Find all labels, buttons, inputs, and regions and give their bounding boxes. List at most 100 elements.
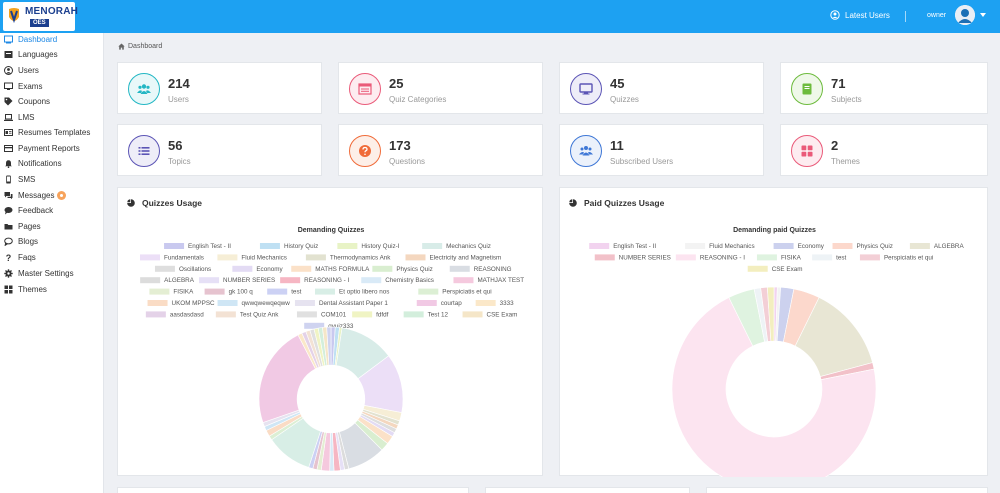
- legend-swatch-fluid-mechanics[interactable]: [217, 254, 238, 261]
- sidebar-item-dashboard[interactable]: Dashboard: [0, 32, 104, 47]
- legend-swatch-history-quiz-i[interactable]: [337, 243, 358, 249]
- legend-label-mathjax-test[interactable]: MATHJAX TEST: [477, 277, 524, 284]
- legend-label-reasoning-i[interactable]: REASONING - I: [700, 254, 745, 261]
- legend-label-ukom-mppsc[interactable]: UKOM MPPSC: [172, 300, 215, 307]
- legend-swatch-thermodynamics-ank[interactable]: [305, 254, 326, 261]
- paid-quizzes-usage-chart[interactable]: Demanding paid Quizzes English Test - II F…: [560, 188, 989, 477]
- legend-label-oscillations[interactable]: Oscillations: [179, 266, 211, 273]
- legend-swatch-number-series[interactable]: [594, 254, 615, 261]
- legend-label-history-quiz[interactable]: History Quiz: [284, 243, 318, 250]
- legend-swatch-dental-assistant-paper-1[interactable]: [294, 300, 315, 306]
- legend-swatch-english-test-ii[interactable]: [164, 243, 185, 249]
- username-label[interactable]: owner: [927, 12, 947, 19]
- legend-label-thermodynamics-ank[interactable]: Thermodynamics Ank: [330, 254, 391, 261]
- legend-label-test-quiz-ank[interactable]: Test Quiz Ank: [240, 311, 279, 318]
- legend-swatch-qyuiz333[interactable]: [304, 322, 325, 329]
- legend-swatch-perspiciatis-et-qui[interactable]: [418, 288, 439, 295]
- legend-swatch-test[interactable]: [812, 254, 833, 261]
- legend-label-history-quiz-i[interactable]: History Quiz-I: [361, 243, 399, 250]
- legend-swatch-perspiciatis-et-qui[interactable]: [859, 254, 880, 261]
- legend-label-english-test-ii[interactable]: English Test - II: [613, 243, 656, 250]
- sidebar-item-users[interactable]: Users: [0, 63, 104, 78]
- legend-swatch-chemistry-basics[interactable]: [361, 277, 382, 284]
- legend-label-economy[interactable]: Economy: [256, 266, 283, 273]
- sidebar-item-lms[interactable]: LMS: [0, 110, 104, 125]
- slice-cse-exam[interactable]: [767, 286, 775, 342]
- legend-swatch-history-quiz[interactable]: [259, 243, 280, 249]
- legend-swatch-courtap[interactable]: [416, 300, 437, 306]
- sidebar-item-master-settings[interactable]: Master Settings: [0, 266, 104, 281]
- legend-label-fdfdf[interactable]: fdfdf: [376, 311, 389, 318]
- legend-label-mechanics-quiz[interactable]: Mechanics Quiz: [446, 243, 491, 250]
- legend-swatch-et-optio-libero-nos[interactable]: [315, 288, 335, 295]
- legend-label-test[interactable]: test: [291, 289, 301, 296]
- legend-swatch-electricity-and-magnetism[interactable]: [405, 254, 426, 261]
- legend-swatch-fisika[interactable]: [149, 288, 170, 295]
- sidebar-item-sms[interactable]: SMS: [0, 172, 104, 187]
- legend-label-fisika[interactable]: FISIKA: [781, 254, 802, 261]
- legend-swatch-physics-quiz[interactable]: [372, 265, 393, 272]
- brand-logo[interactable]: MENORAH OES: [3, 2, 78, 31]
- legend-swatch-ukom-mppsc[interactable]: [147, 300, 168, 306]
- legend-label-reasoning-i[interactable]: REASONING - I: [304, 277, 349, 284]
- legend-swatch-economy[interactable]: [232, 265, 253, 272]
- chevron-down-icon[interactable]: [980, 13, 986, 17]
- legend-label-com101[interactable]: COM101: [321, 311, 347, 318]
- legend-label-perspiciatis-et-qui[interactable]: Perspiciatis et qui: [884, 254, 933, 261]
- stat-card-themes[interactable]: 2 Themes: [780, 124, 988, 176]
- legend-label-number-series[interactable]: NUMBER SERIES: [223, 277, 275, 284]
- legend-swatch-fisika[interactable]: [756, 254, 777, 261]
- legend-label-cse-exam[interactable]: CSE Exam: [487, 311, 518, 318]
- legend-label-number-series[interactable]: NUMBER SERIES: [619, 254, 671, 261]
- legend-swatch-algebra[interactable]: [140, 277, 161, 284]
- avatar[interactable]: [955, 5, 975, 25]
- quizzes-usage-chart[interactable]: Demanding Quizzes English Test - II Histor…: [118, 188, 544, 477]
- latest-users-button[interactable]: Latest Users: [830, 10, 890, 20]
- legend-label-et-optio-libero-nos[interactable]: Et optio libero nos: [339, 289, 389, 296]
- legend-label-chemistry-basics[interactable]: Chemistry Basics: [385, 277, 434, 284]
- sidebar-item-messages[interactable]: Messages: [0, 188, 104, 203]
- slice-courtap[interactable]: [258, 334, 316, 423]
- legend-swatch-mathjax-test[interactable]: [453, 277, 474, 284]
- legend-swatch-reasoning-i[interactable]: [675, 254, 696, 261]
- legend-swatch-test-12[interactable]: [403, 311, 424, 318]
- legend-label-english-test-ii[interactable]: English Test - II: [188, 243, 231, 250]
- sidebar-item-notifications[interactable]: Notifications: [0, 156, 104, 171]
- legend-label-test-12[interactable]: Test 12: [428, 311, 449, 318]
- sidebar-item-resumes-templates[interactable]: Resumes Templates: [0, 125, 104, 140]
- slice-reasoning-i[interactable]: [671, 297, 877, 477]
- legend-label-courtap[interactable]: courtap: [441, 300, 463, 307]
- sidebar-item-pages[interactable]: Pages: [0, 219, 104, 234]
- stat-card-quiz-categories[interactable]: 25 Quiz Categories: [338, 62, 543, 114]
- slice-qyuiz333[interactable]: [326, 326, 332, 366]
- legend-swatch-com101[interactable]: [296, 311, 317, 318]
- legend-swatch-cse-exam[interactable]: [462, 311, 483, 318]
- legend-swatch-maths-formula[interactable]: [291, 265, 312, 272]
- legend-label-fluid-mechanics[interactable]: Fluid Mechanics: [709, 243, 755, 250]
- legend-label-electricity-and-magnetism[interactable]: Electricity and Magnetism: [430, 254, 502, 261]
- legend-label-algebra[interactable]: ALGEBRA: [934, 243, 965, 250]
- sidebar-item-themes[interactable]: Themes: [0, 282, 104, 297]
- sidebar-item-blogs[interactable]: Blogs: [0, 234, 104, 249]
- legend-swatch-fundamentals[interactable]: [140, 254, 160, 261]
- legend-label-3333[interactable]: 3333: [500, 300, 515, 307]
- legend-swatch-reasoning-i[interactable]: [280, 277, 301, 284]
- legend-label-physics-quiz[interactable]: Physics Quiz: [857, 243, 893, 250]
- stat-card-subscribed-users[interactable]: 11 Subscribed Users: [559, 124, 764, 176]
- legend-swatch-gk-100-q[interactable]: [204, 288, 225, 295]
- legend-swatch-fluid-mechanics[interactable]: [685, 243, 706, 249]
- legend-label-fluid-mechanics[interactable]: Fluid Mechanics: [241, 254, 287, 261]
- legend-label-dental-assistant-paper-1[interactable]: Dental Assistant Paper 1: [319, 300, 388, 307]
- legend-swatch-physics-quiz[interactable]: [832, 243, 853, 249]
- legend-label-fisika[interactable]: FISIKA: [173, 289, 194, 296]
- legend-swatch-cse-exam[interactable]: [747, 265, 768, 272]
- sidebar-item-feedback[interactable]: Feedback: [0, 203, 104, 218]
- legend-label-algebra[interactable]: ALGEBRA: [164, 277, 195, 284]
- sidebar-item-languages[interactable]: Languages: [0, 47, 104, 62]
- legend-swatch-test-quiz-ank[interactable]: [215, 311, 236, 318]
- legend-label-reasoning[interactable]: REASONING: [474, 266, 512, 273]
- stat-card-topics[interactable]: 56 Topics: [117, 124, 322, 176]
- legend-swatch-economy[interactable]: [773, 243, 794, 249]
- legend-swatch-aasdasdasd[interactable]: [145, 311, 166, 318]
- stat-card-subjects[interactable]: 71 Subjects: [780, 62, 988, 114]
